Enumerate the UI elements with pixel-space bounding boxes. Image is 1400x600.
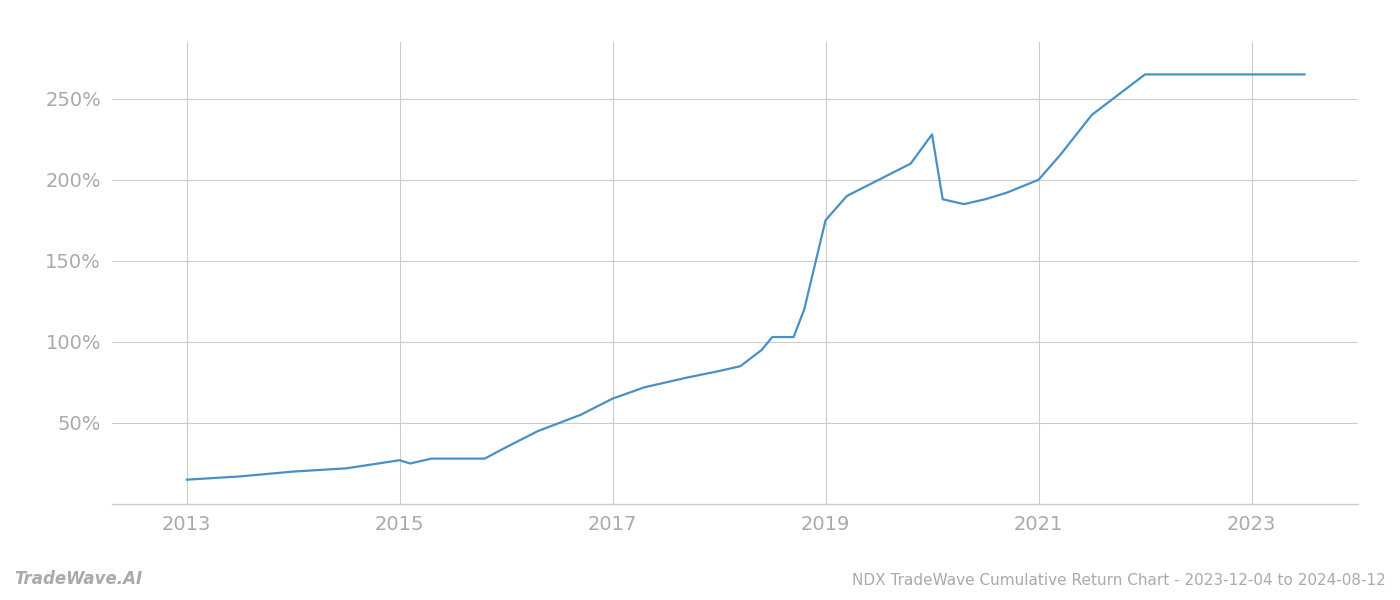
Text: NDX TradeWave Cumulative Return Chart - 2023-12-04 to 2024-08-12: NDX TradeWave Cumulative Return Chart - … [853, 573, 1386, 588]
Text: TradeWave.AI: TradeWave.AI [14, 570, 143, 588]
